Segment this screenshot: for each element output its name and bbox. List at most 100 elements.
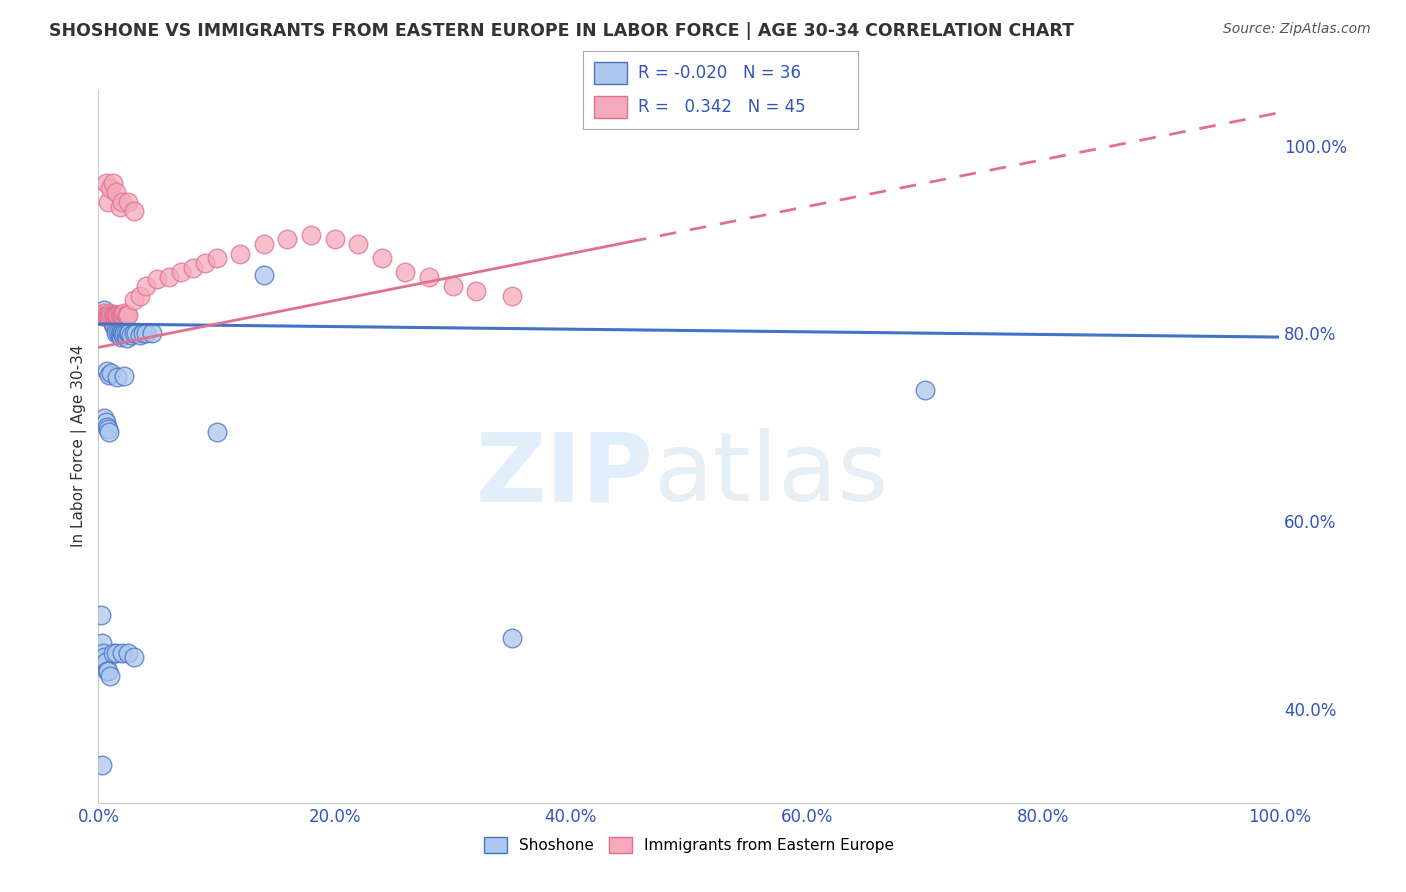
Point bbox=[111, 194, 134, 209]
Point bbox=[105, 308, 128, 322]
Point bbox=[101, 176, 124, 190]
Point bbox=[103, 308, 125, 322]
Point bbox=[98, 306, 121, 320]
Point bbox=[105, 308, 128, 322]
Point bbox=[108, 328, 131, 343]
Point bbox=[96, 665, 118, 679]
Point bbox=[108, 200, 131, 214]
Point bbox=[157, 270, 180, 285]
Text: atlas: atlas bbox=[654, 428, 889, 521]
Point bbox=[105, 326, 128, 341]
Point bbox=[97, 194, 120, 209]
Point bbox=[110, 308, 132, 322]
Point bbox=[135, 326, 157, 341]
Point bbox=[112, 368, 135, 383]
Point bbox=[93, 410, 115, 425]
Point bbox=[117, 326, 139, 341]
Point bbox=[90, 308, 112, 322]
Point bbox=[115, 331, 138, 345]
Point bbox=[105, 369, 128, 384]
Point bbox=[101, 646, 124, 660]
Point bbox=[110, 330, 132, 344]
Point bbox=[347, 237, 370, 252]
Point bbox=[122, 293, 145, 308]
Point bbox=[96, 364, 118, 378]
Point bbox=[465, 284, 488, 298]
Point bbox=[112, 326, 135, 341]
Point bbox=[93, 302, 115, 317]
Point bbox=[103, 318, 125, 333]
Point bbox=[96, 420, 118, 434]
Point bbox=[98, 425, 121, 439]
Point bbox=[128, 289, 150, 303]
Point bbox=[91, 636, 114, 650]
Point bbox=[371, 251, 394, 265]
Point bbox=[100, 366, 122, 380]
Point bbox=[117, 194, 139, 209]
Point bbox=[98, 669, 121, 683]
Point bbox=[253, 237, 276, 252]
Text: R =   0.342   N = 45: R = 0.342 N = 45 bbox=[638, 98, 806, 116]
Point bbox=[122, 204, 145, 219]
Point bbox=[93, 306, 115, 320]
Point bbox=[112, 328, 135, 343]
Point bbox=[122, 326, 145, 341]
Point bbox=[394, 265, 416, 279]
Point bbox=[100, 308, 122, 322]
Point bbox=[914, 383, 936, 397]
Point bbox=[107, 326, 129, 341]
Point bbox=[108, 326, 131, 341]
Text: R = -0.020   N = 36: R = -0.020 N = 36 bbox=[638, 64, 801, 82]
Point bbox=[98, 308, 121, 322]
Point bbox=[105, 646, 128, 660]
Point bbox=[181, 260, 204, 275]
Point bbox=[91, 310, 114, 324]
Point bbox=[98, 368, 121, 382]
Point bbox=[194, 256, 217, 270]
Point bbox=[501, 289, 523, 303]
Point bbox=[141, 326, 163, 341]
Point bbox=[105, 321, 128, 335]
Point bbox=[105, 186, 128, 200]
Text: ZIP: ZIP bbox=[475, 428, 654, 521]
Point bbox=[94, 655, 117, 669]
Legend: Shoshone, Immigrants from Eastern Europe: Shoshone, Immigrants from Eastern Europe bbox=[478, 831, 900, 859]
Point bbox=[108, 308, 131, 322]
Point bbox=[135, 279, 157, 293]
Point bbox=[98, 181, 121, 195]
Point bbox=[253, 268, 276, 282]
Y-axis label: In Labor Force | Age 30-34: In Labor Force | Age 30-34 bbox=[72, 344, 87, 548]
Point bbox=[115, 308, 138, 322]
Point bbox=[125, 326, 148, 341]
Point bbox=[114, 308, 136, 322]
Point bbox=[111, 308, 134, 322]
Point bbox=[91, 758, 114, 772]
Point bbox=[111, 646, 134, 660]
Text: SHOSHONE VS IMMIGRANTS FROM EASTERN EUROPE IN LABOR FORCE | AGE 30-34 CORRELATIO: SHOSHONE VS IMMIGRANTS FROM EASTERN EURO… bbox=[49, 22, 1074, 40]
Point bbox=[418, 270, 440, 285]
Point bbox=[93, 650, 115, 665]
Point bbox=[94, 415, 117, 429]
Point bbox=[299, 227, 322, 242]
Point bbox=[146, 272, 169, 286]
Point bbox=[117, 646, 139, 660]
Point bbox=[107, 308, 129, 322]
Point bbox=[117, 308, 139, 322]
Point bbox=[98, 312, 121, 326]
Bar bbox=[595, 96, 627, 119]
Point bbox=[91, 646, 114, 660]
Point bbox=[97, 422, 120, 436]
Point bbox=[323, 232, 346, 246]
Point bbox=[96, 308, 118, 322]
Point bbox=[121, 328, 143, 343]
Point bbox=[104, 308, 127, 322]
Point bbox=[112, 308, 135, 322]
Point bbox=[132, 326, 155, 341]
Point bbox=[128, 328, 150, 343]
Point bbox=[97, 310, 120, 324]
Point bbox=[170, 265, 193, 279]
Point bbox=[101, 317, 124, 331]
Point bbox=[91, 308, 114, 322]
Point bbox=[501, 632, 523, 646]
Point bbox=[90, 607, 112, 622]
